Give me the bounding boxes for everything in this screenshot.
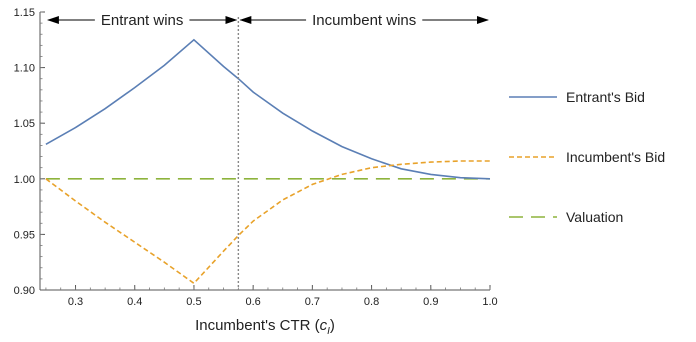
x-axis-ticks: 0.3 0.4 0.5 0.6 0.7 0.8 0.9 1.0 bbox=[45, 285, 498, 308]
annotation-label: Incumbent wins bbox=[312, 12, 416, 29]
annotation-label: Entrant wins bbox=[101, 12, 184, 29]
legend-label: Incumbent's Bid bbox=[566, 149, 665, 165]
x-tick-label: 0.8 bbox=[364, 296, 379, 308]
series-line-0 bbox=[45, 38, 491, 180]
y-tick-label: 1.10 bbox=[14, 63, 35, 75]
annotation-layer: Entrant wins Incumbent wins bbox=[46, 12, 489, 29]
x-tick-label: 1.0 bbox=[482, 296, 497, 308]
legend-label: Valuation bbox=[566, 209, 623, 225]
y-tick-label: 1.00 bbox=[14, 174, 35, 186]
x-axis-title: Incumbent's CTR (cI) bbox=[195, 317, 335, 337]
x-tick-label: 0.4 bbox=[127, 296, 142, 308]
x-tick-label: 0.9 bbox=[423, 296, 438, 308]
legend: Entrant's Bid Incumbent's Bid Valuation bbox=[509, 89, 665, 225]
x-axis-title-tail: ) bbox=[330, 317, 335, 334]
y-tick-label: 0.90 bbox=[14, 285, 35, 297]
x-tick-label: 0.5 bbox=[186, 296, 201, 308]
y-tick-label: 1.15 bbox=[14, 7, 35, 19]
legend-label: Entrant's Bid bbox=[566, 89, 645, 105]
series-line-1 bbox=[45, 160, 490, 285]
x-tick-label: 0.6 bbox=[246, 296, 261, 308]
x-tick-label: 0.7 bbox=[305, 296, 320, 308]
series-layer bbox=[45, 38, 491, 285]
y-axis-ticks: 0.90 0.95 1.00 1.05 1.10 1.15 bbox=[14, 7, 45, 297]
y-tick-label: 1.05 bbox=[14, 118, 35, 130]
x-axis-title-var: c bbox=[320, 317, 328, 334]
x-axis-title-main: Incumbent's CTR ( bbox=[195, 317, 320, 334]
y-tick-label: 0.95 bbox=[14, 229, 35, 241]
x-tick-label: 0.3 bbox=[68, 296, 83, 308]
x-axis-title-sub: I bbox=[327, 326, 330, 337]
